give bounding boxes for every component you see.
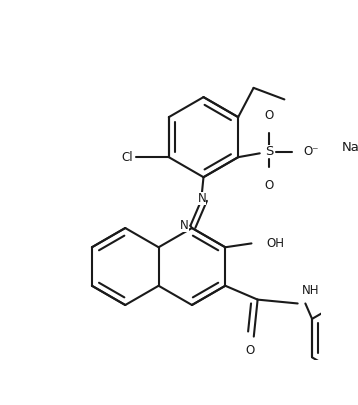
Text: O: O bbox=[264, 179, 274, 192]
Text: O: O bbox=[245, 344, 255, 357]
Text: Na⁺: Na⁺ bbox=[342, 141, 358, 154]
Text: O: O bbox=[264, 109, 274, 122]
Text: N: N bbox=[180, 219, 189, 232]
Text: O⁻: O⁻ bbox=[304, 145, 319, 158]
Text: N: N bbox=[198, 192, 206, 205]
Text: OH: OH bbox=[267, 237, 285, 250]
Text: S: S bbox=[265, 145, 273, 158]
Text: Cl: Cl bbox=[121, 151, 132, 164]
Text: NH: NH bbox=[301, 284, 319, 297]
